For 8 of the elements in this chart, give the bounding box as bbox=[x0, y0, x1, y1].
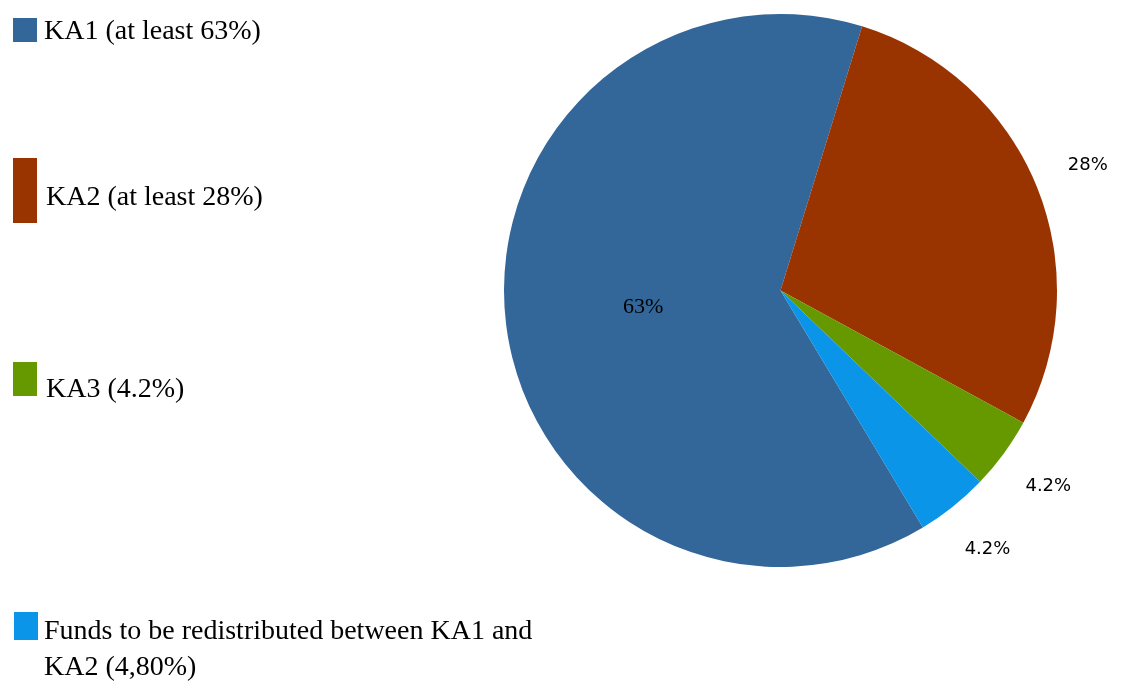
data-label: 63% bbox=[623, 292, 664, 318]
legend-label: KA2 (at least 28%) bbox=[46, 179, 264, 213]
data-label: 4.2% bbox=[964, 537, 1011, 559]
legend-label: KA3 (4.2%) bbox=[46, 371, 186, 405]
data-label: 28% bbox=[1067, 153, 1108, 175]
legend-label: Funds to be redistributed between KA1 and KA2 (4,80%) bbox=[44, 613, 534, 683]
legend-label: KA1 (at least 63%) bbox=[44, 13, 262, 47]
data-label: 4.2% bbox=[1025, 474, 1072, 496]
